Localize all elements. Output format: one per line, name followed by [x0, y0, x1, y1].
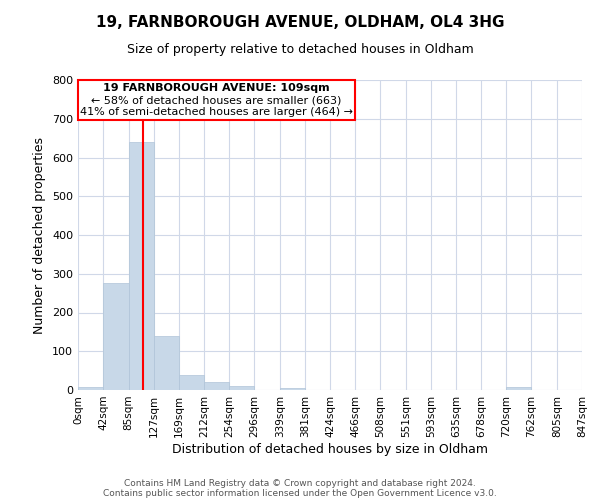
Text: Contains HM Land Registry data © Crown copyright and database right 2024.: Contains HM Land Registry data © Crown c…	[124, 478, 476, 488]
Text: 19 FARNBOROUGH AVENUE: 109sqm: 19 FARNBOROUGH AVENUE: 109sqm	[103, 83, 330, 93]
Bar	[179, 376, 204, 390]
Text: 41% of semi-detached houses are larger (464) →: 41% of semi-detached houses are larger (…	[80, 107, 353, 117]
Bar	[103, 284, 128, 390]
X-axis label: Distribution of detached houses by size in Oldham: Distribution of detached houses by size …	[172, 442, 488, 456]
Text: 19, FARNBOROUGH AVENUE, OLDHAM, OL4 3HG: 19, FARNBOROUGH AVENUE, OLDHAM, OL4 3HG	[96, 15, 504, 30]
Bar	[128, 142, 154, 390]
Y-axis label: Number of detached properties: Number of detached properties	[34, 136, 46, 334]
Text: Size of property relative to detached houses in Oldham: Size of property relative to detached ho…	[127, 42, 473, 56]
Bar	[154, 336, 179, 390]
FancyBboxPatch shape	[78, 80, 355, 120]
Text: ← 58% of detached houses are smaller (663): ← 58% of detached houses are smaller (66…	[91, 95, 342, 105]
Text: Contains public sector information licensed under the Open Government Licence v3: Contains public sector information licen…	[103, 488, 497, 498]
Bar	[506, 388, 532, 390]
Bar	[204, 382, 229, 390]
Bar	[229, 386, 254, 390]
Bar	[78, 387, 103, 390]
Bar	[280, 388, 305, 390]
